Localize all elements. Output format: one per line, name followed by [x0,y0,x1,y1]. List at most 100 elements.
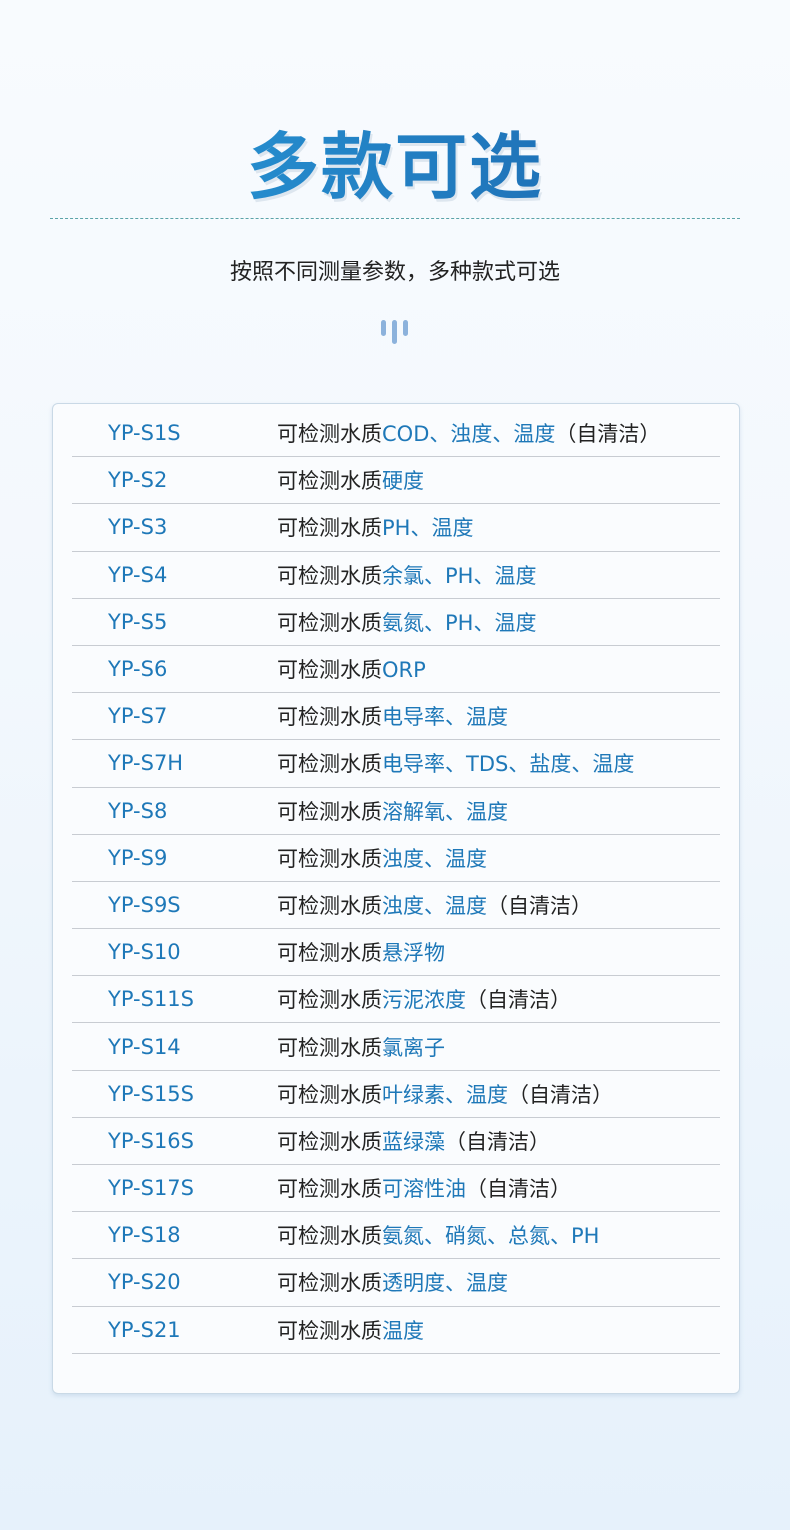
model-table: YP-S1S 可检测水质COD、浊度、温度（自清洁） YP-S2 可检测水质硬度 Y… [52,403,740,1394]
model-description: 可检测水质ORP [277,654,426,684]
model-description: 可检测水质悬浮物 [277,937,445,967]
table-row: YP-S14 可检测水质氯离子 [72,1023,720,1071]
table-row: YP-S18 可检测水质氨氮、硝氮、总氮、PH [72,1212,720,1260]
model-description: 可检测水质氯离子 [277,1032,445,1062]
desc-suffix: （自清洁） [466,1177,571,1202]
table-row: YP-S8 可检测水质溶解氧、温度 [72,788,720,835]
table-row: YP-S21 可检测水质温度 [72,1307,720,1354]
desc-params: 余氯、PH、温度 [382,563,537,588]
desc-params: 氯离子 [382,1035,445,1060]
model-description: 可检测水质PH、温度 [277,512,473,542]
desc-params: 叶绿素、温度 [382,1082,508,1107]
desc-params: 氨氮、PH、温度 [382,610,537,635]
model-name: YP-S4 [108,562,168,587]
desc-params: 溶解氧、温度 [382,799,508,824]
model-name: YP-S15S [108,1081,194,1106]
model-name: YP-S9S [108,892,181,917]
model-name: YP-S1S [108,421,181,446]
model-description: 可检测水质COD、浊度、温度（自清洁） [277,418,660,448]
table-row: YP-S2 可检测水质硬度 [72,457,720,505]
table-row: YP-S1S 可检测水质COD、浊度、温度（自清洁） [72,410,720,458]
desc-prefix: 可检测水质 [277,941,382,966]
model-name: YP-S21 [108,1317,181,1342]
model-description: 可检测水质氨氮、PH、温度 [277,607,536,637]
model-name: YP-S7 [108,704,168,729]
model-description: 可检测水质余氯、PH、温度 [277,560,536,590]
desc-prefix: 可检测水质 [277,610,382,635]
model-description: 可检测水质硬度 [277,465,424,495]
desc-prefix: 可检测水质 [277,1177,382,1202]
model-description: 可检测水质可溶性油（自清洁） [277,1173,571,1203]
table-row: YP-S10 可检测水质悬浮物 [72,929,720,977]
model-name: YP-S14 [108,1034,181,1059]
desc-prefix: 可检测水质 [277,1271,382,1296]
desc-params: 氨氮、硝氮、总氮、PH [382,1224,600,1249]
model-description: 可检测水质电导率、温度 [277,701,508,731]
desc-params: 蓝绿藻 [382,1129,445,1154]
desc-params: ORP [382,658,426,683]
desc-params: 悬浮物 [382,941,445,966]
model-name: YP-S5 [108,609,168,634]
desc-params: PH、温度 [382,516,474,541]
table-row: YP-S11S 可检测水质污泥浓度（自清洁） [72,976,720,1024]
table-row: YP-S20 可检测水质透明度、温度 [72,1259,720,1307]
desc-suffix: （自清洁） [445,1129,550,1154]
desc-params: 电导率、温度 [382,705,508,730]
model-description: 可检测水质浊度、温度（自清洁） [277,890,592,920]
desc-params: 硬度 [382,469,424,494]
model-name: YP-S6 [108,657,168,682]
desc-suffix: （自清洁） [508,1082,613,1107]
model-description: 可检测水质污泥浓度（自清洁） [277,984,571,1014]
model-name: YP-S17S [108,1176,194,1201]
subtitle: 按照不同测量参数，多种款式可选 [229,260,560,285]
decorative-bars-icon [381,320,408,344]
table-row: YP-S16S 可检测水质蓝绿藻（自清洁） [72,1118,720,1165]
desc-prefix: 可检测水质 [277,658,382,683]
desc-prefix: 可检测水质 [277,752,382,777]
desc-params: 浊度、温度 [382,893,487,918]
model-name: YP-S10 [108,940,181,965]
model-name: YP-S16S [108,1128,194,1153]
model-name: YP-S3 [108,515,168,540]
model-description: 可检测水质透明度、温度 [277,1267,508,1297]
desc-params: 电导率、TDS、盐度、温度 [382,752,635,777]
model-description: 可检测水质叶绿素、温度（自清洁） [277,1079,613,1109]
desc-prefix: 可检测水质 [277,1035,382,1060]
desc-params: 污泥浓度 [382,988,466,1013]
table-row: YP-S4 可检测水质余氯、PH、温度 [72,552,720,599]
table-row: YP-S7 可检测水质电导率、温度 [72,693,720,741]
desc-params: 温度 [382,1318,424,1343]
desc-prefix: 可检测水质 [277,563,382,588]
desc-params: 透明度、温度 [382,1271,508,1296]
model-name: YP-S7H [108,751,184,776]
model-name: YP-S20 [108,1270,181,1295]
desc-prefix: 可检测水质 [277,799,382,824]
table-row: YP-S5 可检测水质氨氮、PH、温度 [72,599,720,646]
model-description: 可检测水质温度 [277,1315,424,1345]
desc-prefix: 可检测水质 [277,1224,382,1249]
desc-params: 可溶性油 [382,1177,466,1202]
table-row: YP-S15S 可检测水质叶绿素、温度（自清洁） [72,1071,720,1118]
model-name: YP-S9 [108,845,168,870]
desc-prefix: 可检测水质 [277,1129,382,1154]
model-name: YP-S8 [108,798,168,823]
table-row: YP-S9 可检测水质浊度、温度 [72,835,720,882]
table-row: YP-S7H 可检测水质电导率、TDS、盐度、温度 [72,740,720,788]
desc-prefix: 可检测水质 [277,1318,382,1343]
page-title: 多款可选 [0,108,790,213]
model-description: 可检测水质浊度、温度 [277,843,487,873]
desc-params: COD、浊度、温度 [382,422,556,447]
desc-prefix: 可检测水质 [277,893,382,918]
desc-prefix: 可检测水质 [277,1082,382,1107]
model-name: YP-S11S [108,987,194,1012]
desc-suffix: （自清洁） [466,988,571,1013]
desc-prefix: 可检测水质 [277,846,382,871]
desc-prefix: 可检测水质 [277,988,382,1013]
model-name: YP-S18 [108,1223,181,1248]
model-description: 可检测水质氨氮、硝氮、总氮、PH [277,1220,599,1250]
table-row: YP-S9S 可检测水质浊度、温度（自清洁） [72,882,720,930]
desc-prefix: 可检测水质 [277,422,382,447]
model-description: 可检测水质蓝绿藻（自清洁） [277,1126,550,1156]
model-name: YP-S2 [108,468,168,493]
desc-params: 浊度、温度 [382,846,487,871]
